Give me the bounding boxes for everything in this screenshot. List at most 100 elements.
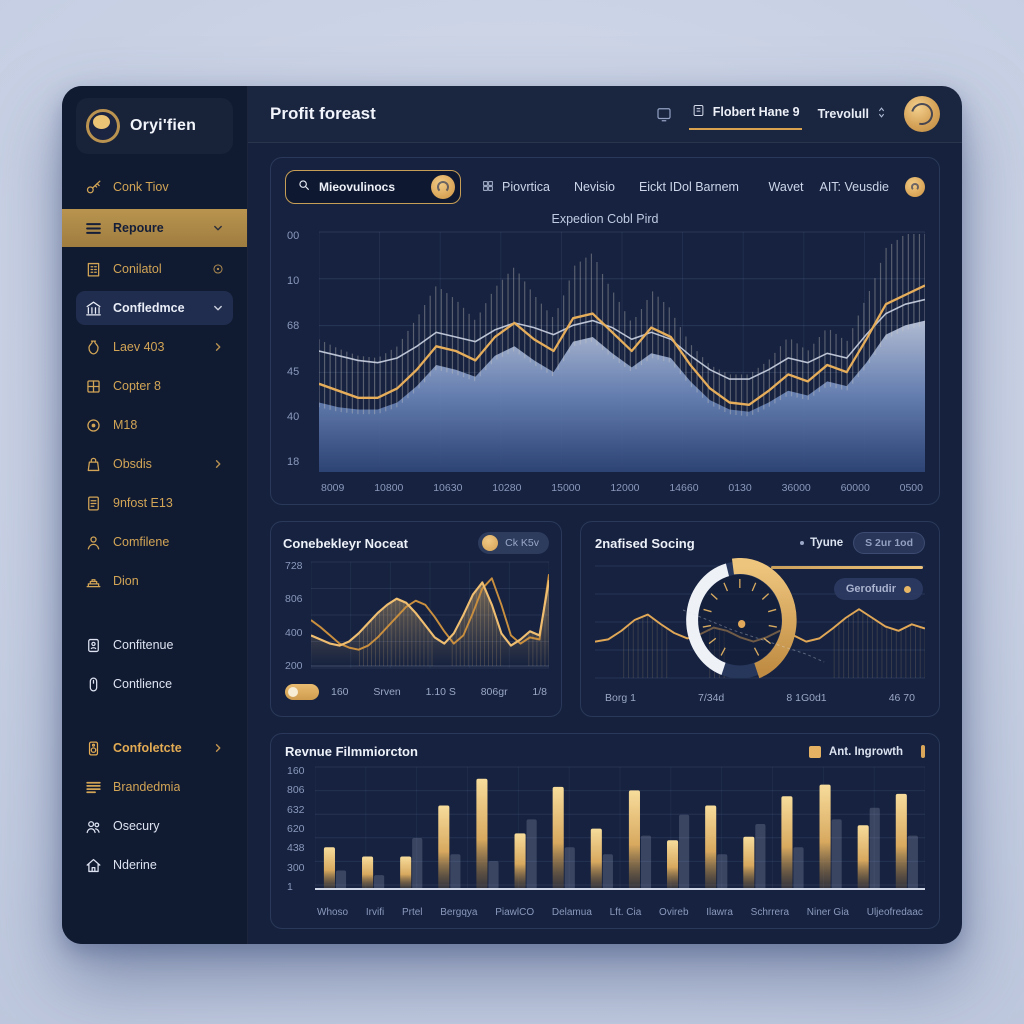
sidebar-item-m18[interactable]: M18 xyxy=(76,408,233,442)
scoring-range-button[interactable]: S 2ur 1od xyxy=(853,532,925,554)
gold-dot-icon xyxy=(904,585,911,593)
search-go-button[interactable] xyxy=(431,175,455,199)
sidebar-item-obsdis[interactable]: Obsdis xyxy=(76,447,233,481)
legend-square-icon xyxy=(808,745,821,758)
sidebar-item-label: Laev 403 xyxy=(113,340,165,354)
main-y-axis: 00 10 68 45 40 18 xyxy=(285,228,319,476)
x-tick: Schrrera xyxy=(750,907,790,918)
x-tick: 36000 xyxy=(781,482,811,494)
gauge-pill-label: Gerofudir xyxy=(845,583,896,595)
report-label: Flobert Hane 9 xyxy=(712,104,800,119)
x-tick: 8 1G0d1 xyxy=(786,692,827,704)
x-tick: Srven xyxy=(373,686,401,698)
mouse-icon xyxy=(84,675,103,694)
sidebar-item-comfilene[interactable]: Comfilene xyxy=(76,525,233,559)
revenue-title: Revnue Filmmiorcton xyxy=(285,744,418,759)
logo[interactable]: Oryi'fien xyxy=(76,98,233,154)
main-chart-panel: Mieovulinocs Piovrtica Nevisio Eickt IDol … xyxy=(270,157,940,505)
y-tick: 620 xyxy=(287,822,305,835)
forecast-panel: Conebekleyr Noceat Ck K5v 728 806 400 200 1… xyxy=(270,521,562,717)
sidebar-item-brandedmia[interactable]: Brandedmia xyxy=(76,770,233,804)
sidebar-item-nderine[interactable]: Nderine xyxy=(76,848,233,882)
main-chart-svg xyxy=(319,231,925,472)
x-tick: 8009 xyxy=(321,482,345,494)
tab-2[interactable]: Nevisio xyxy=(574,180,615,194)
scoring-legend: Tyune xyxy=(800,537,843,549)
chevron-down-icon xyxy=(211,301,225,315)
forecast-toggle[interactable] xyxy=(285,684,319,700)
scoring-title: 2nafised Socing xyxy=(595,535,695,551)
x-tick: Ilawra xyxy=(706,907,733,918)
chevron-down-icon xyxy=(211,221,225,235)
scoring-x-axis: Borg 1 7/34d 8 1G0d1 46 70 xyxy=(605,692,915,704)
speaker-icon xyxy=(84,739,103,758)
x-tick: 60000 xyxy=(840,482,870,494)
logo-icon xyxy=(86,109,120,143)
sidebar-item-label: Confledmce xyxy=(113,301,185,315)
y-tick: 45 xyxy=(287,365,300,378)
legend-dot-icon xyxy=(800,541,805,545)
avatar[interactable] xyxy=(904,96,940,132)
report-button[interactable]: Flobert Hane 9 xyxy=(688,99,802,130)
apps-icon[interactable] xyxy=(655,105,673,123)
logo-text: Oryi'fien xyxy=(130,117,197,134)
toolbar-link-2[interactable]: AIT: Veusdie xyxy=(819,180,890,194)
sidebar-item-repoure[interactable]: Repoure xyxy=(62,209,247,247)
sidebar-item-9nfost-e13[interactable]: 9nfost E13 xyxy=(76,486,233,520)
tab-label: Piovrtica xyxy=(502,180,550,194)
sidebar-item-osecury[interactable]: Osecury xyxy=(76,809,233,843)
y-tick: 68 xyxy=(287,320,300,333)
x-tick: 14660 xyxy=(669,482,699,494)
sidebar-item-laev-403[interactable]: Laev 403 xyxy=(76,330,233,364)
radio-icon xyxy=(211,262,225,276)
revenue-chart-svg xyxy=(315,766,925,890)
forecast-x-axis: 160 Srven 1.10 S 806gr 1/8 xyxy=(331,686,547,698)
sidebar-item-dion[interactable]: Dion xyxy=(76,564,233,598)
dashboard-body: Mieovulinocs Piovrtica Nevisio Eickt IDol … xyxy=(248,143,962,944)
sidebar-item-contlience[interactable]: Contlience xyxy=(76,667,233,701)
y-tick: 40 xyxy=(287,410,300,423)
forecast-chart-svg xyxy=(311,561,549,669)
x-tick: 0500 xyxy=(899,482,923,494)
main-chart-title: Expedion Cobl Pird xyxy=(551,212,659,226)
sidebar-item-confitenue[interactable]: Confitenue xyxy=(76,628,233,662)
gauge-pill-button[interactable]: Gerofudir xyxy=(833,578,923,600)
toolbar-right: Wavet AIT: Veusdie xyxy=(769,177,925,197)
tab-label: Nevisio xyxy=(573,180,615,194)
forecast-pill-button[interactable]: Ck K5v xyxy=(478,532,549,554)
toolbar-link-1[interactable]: Wavet xyxy=(768,180,804,194)
badge-icon xyxy=(84,636,103,655)
y-tick: 728 xyxy=(285,560,303,572)
sidebar-item-confoletcte[interactable]: Confoletcte xyxy=(76,731,233,765)
home-icon xyxy=(84,856,103,875)
sidebar-item-label: Nderine xyxy=(113,858,157,872)
chevron-right-icon xyxy=(211,741,225,755)
chevron-right-icon xyxy=(211,340,225,354)
ai-button[interactable] xyxy=(905,177,925,197)
sidebar-item-confledmce[interactable]: Confledmce xyxy=(76,291,233,325)
lines-icon xyxy=(84,778,103,797)
revenue-panel: Revnue Filmmiorcton Ant. Ingrowth 160 806… xyxy=(270,733,940,929)
x-tick: Uljeofredaac xyxy=(866,907,923,918)
forecast-title: Conebekleyr Noceat xyxy=(283,535,408,551)
x-tick: PiawlCO xyxy=(495,907,535,918)
x-tick: Ovireb xyxy=(659,907,689,918)
revenue-legend: Ant. Ingrowth xyxy=(808,745,925,758)
sidebar-item-copter-8[interactable]: Copter 8 xyxy=(76,369,233,403)
tab-3[interactable]: Eickt IDol Barnem xyxy=(639,180,739,194)
scoring-chart-svg xyxy=(595,558,925,679)
sidebar-item-conilatol[interactable]: Conilatol xyxy=(76,252,233,286)
window-icon xyxy=(84,377,103,396)
y-tick: 1 xyxy=(287,880,293,893)
sort-menu-button[interactable]: Trevolull xyxy=(818,106,888,122)
search-input[interactable]: Mieovulinocs xyxy=(285,170,461,204)
chart-toolbar: Mieovulinocs Piovrtica Nevisio Eickt IDol … xyxy=(285,168,925,206)
sidebar-item-conk-tiov[interactable]: Conk Tiov xyxy=(76,170,233,204)
sidebar-item-label: Comfilene xyxy=(113,535,170,549)
tab-1[interactable]: Piovrtica xyxy=(481,179,550,196)
sidebar-item-label: Contlience xyxy=(113,677,173,691)
sort-arrows-icon xyxy=(875,106,888,122)
sidebar-item-label: Confitenue xyxy=(113,638,174,652)
x-tick: Bergqya xyxy=(440,907,478,918)
topbar: Profit foreast Flobert Hane 9 Trevolull xyxy=(248,86,962,143)
